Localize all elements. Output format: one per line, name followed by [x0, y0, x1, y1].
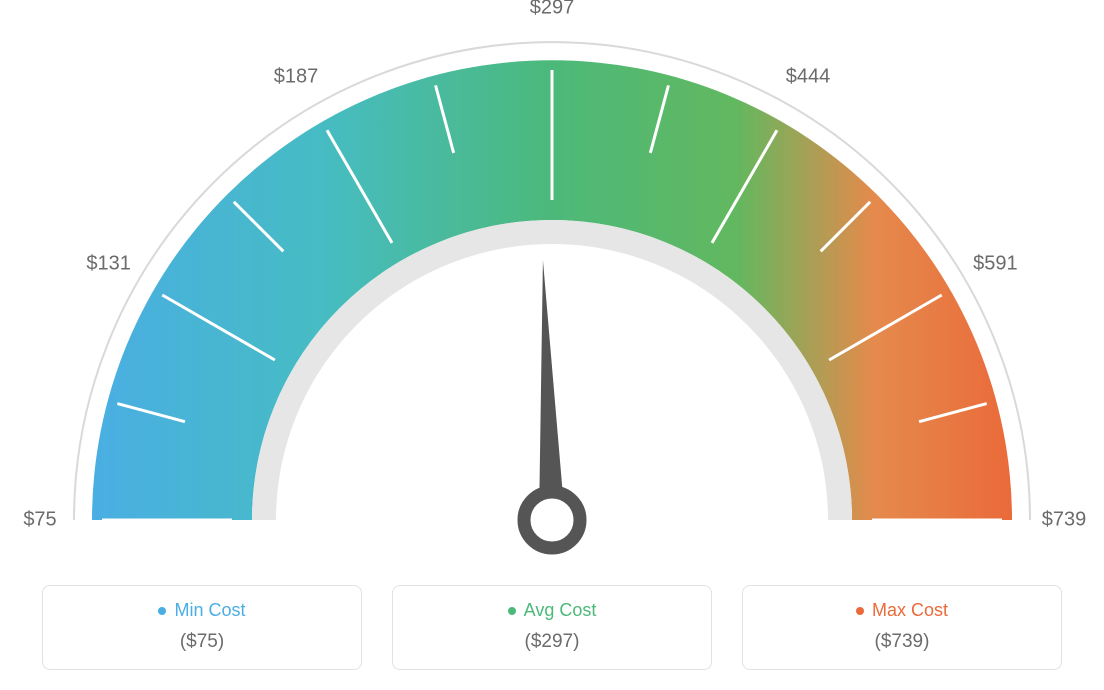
- legend-row: Min Cost ($75) Avg Cost ($297) Max Cost …: [0, 585, 1104, 670]
- legend-card-min: Min Cost ($75): [42, 585, 362, 670]
- gauge-chart: $75 $131 $187 $297 $444 $591 $739: [0, 0, 1104, 560]
- legend-label-min: Min Cost: [174, 600, 245, 621]
- gauge-tick-label: $739: [1042, 509, 1087, 532]
- legend-head-min: Min Cost: [158, 600, 245, 621]
- legend-head-avg: Avg Cost: [508, 600, 597, 621]
- legend-dot-max: [856, 607, 864, 615]
- legend-dot-min: [158, 607, 166, 615]
- legend-card-avg: Avg Cost ($297): [392, 585, 712, 670]
- legend-value-min: ($75): [53, 631, 351, 653]
- legend-value-avg: ($297): [403, 631, 701, 653]
- gauge-tick-label: $131: [86, 253, 131, 276]
- gauge-tick-label: $75: [23, 509, 56, 532]
- legend-label-avg: Avg Cost: [524, 600, 597, 621]
- legend-card-max: Max Cost ($739): [742, 585, 1062, 670]
- gauge-svg: [0, 0, 1104, 560]
- legend-head-max: Max Cost: [856, 600, 948, 621]
- gauge-tick-label: $444: [786, 65, 831, 88]
- legend-label-max: Max Cost: [872, 600, 948, 621]
- gauge-tick-label: $187: [274, 65, 319, 88]
- gauge-tick-label: $591: [973, 253, 1018, 276]
- gauge-tick-label: $297: [530, 0, 575, 20]
- legend-dot-avg: [508, 607, 516, 615]
- legend-value-max: ($739): [753, 631, 1051, 653]
